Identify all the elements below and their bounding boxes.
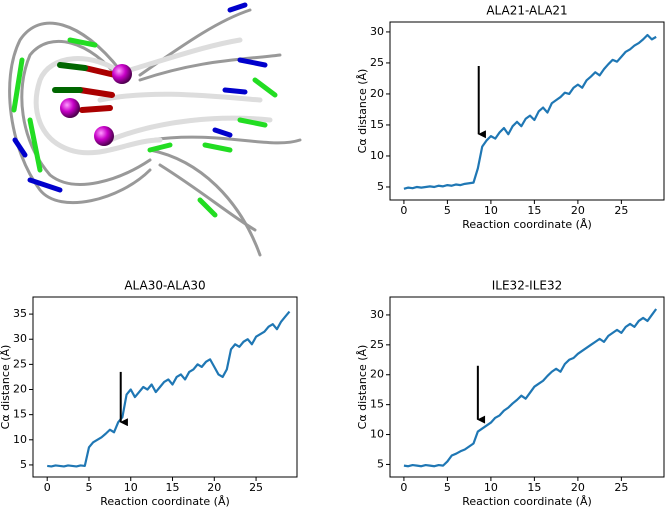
y-axis-label: Cα distance (Å) bbox=[356, 69, 369, 154]
chart-title: ILE32-ILE32 bbox=[492, 279, 562, 293]
x-axis-label: Reaction coordinate (Å) bbox=[462, 495, 592, 507]
plot-frame bbox=[389, 296, 665, 478]
y-tick-label: 5 bbox=[377, 457, 384, 470]
y-tick-label: 30 bbox=[13, 332, 27, 345]
x-tick-label: 10 bbox=[124, 481, 138, 494]
x-tick-label: 15 bbox=[527, 481, 541, 494]
x-tick-label: 15 bbox=[166, 481, 180, 494]
x-tick-label: 25 bbox=[249, 481, 263, 494]
data-line bbox=[403, 33, 657, 190]
y-axis-label: Cα distance (Å) bbox=[356, 345, 369, 430]
x-tick-label: 5 bbox=[444, 481, 451, 494]
y-tick-label: 15 bbox=[13, 408, 27, 421]
y-tick-label: 10 bbox=[13, 433, 27, 446]
x-axis-label: Reaction coordinate (Å) bbox=[462, 218, 592, 231]
y-tick-label: 10 bbox=[370, 149, 384, 162]
plot-frame bbox=[32, 296, 298, 478]
y-axis-label: Cα distance (Å) bbox=[0, 345, 12, 430]
x-tick-label: 20 bbox=[571, 204, 585, 217]
x-tick-label: 5 bbox=[444, 204, 451, 217]
x-axis-label: Reaction coordinate (Å) bbox=[100, 495, 230, 507]
x-tick-label: 20 bbox=[207, 481, 221, 494]
x-tick-label: 10 bbox=[484, 481, 498, 494]
y-tick-label: 25 bbox=[370, 338, 384, 351]
data-line bbox=[47, 310, 291, 468]
x-tick-label: 25 bbox=[614, 204, 628, 217]
chart: ALA21-ALA21 Reaction coordinate (Å) Cα dis… bbox=[356, 4, 665, 231]
y-tick-label: 5 bbox=[377, 180, 384, 193]
y-tick-label: 20 bbox=[370, 87, 384, 100]
y-tick-label: 35 bbox=[13, 307, 27, 320]
chart-title: ALA30-ALA30 bbox=[124, 279, 205, 293]
x-tick-label: 25 bbox=[614, 481, 628, 494]
x-tick-label: 0 bbox=[44, 481, 51, 494]
chart-title: ALA21-ALA21 bbox=[486, 4, 567, 18]
y-tick-label: 25 bbox=[370, 56, 384, 69]
y-tick-label: 15 bbox=[370, 118, 384, 131]
y-tick-label: 5 bbox=[20, 458, 27, 471]
y-tick-label: 20 bbox=[370, 368, 384, 381]
x-tick-label: 10 bbox=[484, 204, 498, 217]
y-tick-label: 15 bbox=[370, 398, 384, 411]
protein-structure bbox=[8, 2, 302, 257]
chart: ILE32-ILE32 Reaction coordinate (Å) Cα dis… bbox=[356, 279, 665, 507]
x-tick-label: 5 bbox=[85, 481, 92, 494]
x-tick-label: 20 bbox=[571, 481, 585, 494]
data-line bbox=[403, 308, 658, 468]
y-tick-label: 25 bbox=[13, 357, 27, 370]
plot-frame bbox=[389, 21, 665, 201]
x-tick-label: 15 bbox=[527, 204, 541, 217]
x-tick-label: 0 bbox=[400, 481, 407, 494]
chart: ALA30-ALA30 Reaction coordinate (Å) Cα dis… bbox=[0, 279, 298, 507]
x-tick-label: 0 bbox=[400, 204, 407, 217]
y-tick-label: 10 bbox=[370, 428, 384, 441]
y-tick-label: 20 bbox=[13, 383, 27, 396]
y-tick-label: 30 bbox=[370, 25, 384, 38]
y-tick-label: 30 bbox=[370, 308, 384, 321]
